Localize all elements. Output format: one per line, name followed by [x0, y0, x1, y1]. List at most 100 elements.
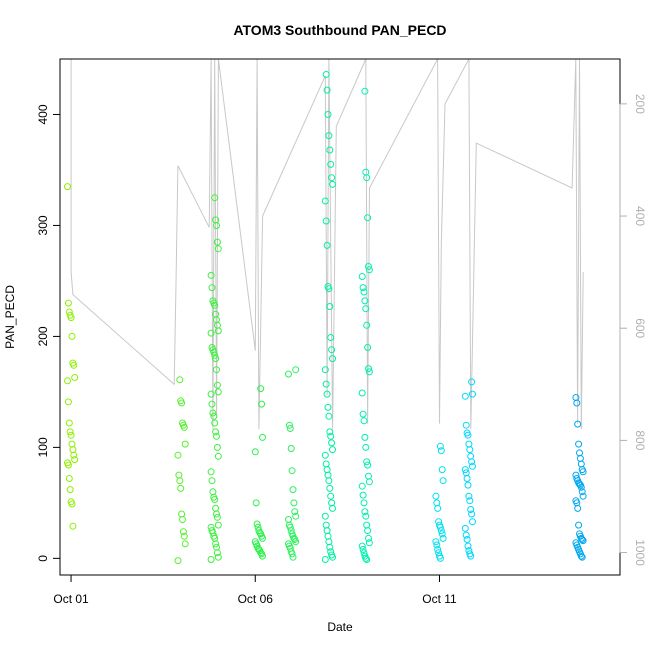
data-point — [288, 467, 296, 475]
data-point — [363, 458, 371, 466]
data-point — [358, 273, 366, 280]
data-point — [326, 303, 334, 310]
data-point — [213, 510, 220, 518]
data-point — [181, 440, 189, 448]
y-right-tick-label: 800 — [633, 430, 647, 450]
data-point — [433, 499, 441, 507]
data-point — [286, 425, 294, 432]
data-point — [462, 531, 470, 539]
data-point — [577, 460, 585, 468]
data-point — [438, 530, 446, 538]
data-point — [213, 238, 221, 246]
data-point — [436, 442, 444, 450]
data-point — [439, 477, 447, 485]
data-point — [259, 552, 266, 560]
data-point — [365, 472, 372, 480]
data-point — [325, 477, 333, 485]
data-point — [211, 301, 219, 309]
data-point — [577, 552, 585, 560]
data-point — [468, 378, 476, 386]
data-point — [210, 348, 218, 356]
data-point — [578, 488, 586, 496]
data-point — [211, 194, 219, 202]
data-point — [365, 263, 372, 270]
data-point — [463, 475, 471, 482]
data-point — [214, 553, 222, 561]
data-point — [321, 451, 329, 459]
data-point — [358, 482, 366, 490]
data-point — [361, 433, 369, 441]
data-point — [288, 550, 296, 558]
data-point — [365, 478, 373, 486]
chart-title: ATOM3 Southbound PAN_PECD — [233, 22, 446, 38]
data-point — [180, 532, 188, 540]
data-point — [65, 475, 73, 482]
data-point — [329, 355, 336, 363]
data-point — [180, 423, 188, 431]
data-point — [322, 380, 330, 388]
data-point — [365, 365, 372, 373]
data-point — [176, 376, 184, 384]
data-point — [257, 385, 265, 393]
data-point — [327, 432, 335, 440]
data-point — [285, 421, 293, 429]
data-point — [326, 484, 334, 492]
data-point — [177, 484, 185, 492]
data-point — [211, 351, 219, 359]
y-right-tick-label: 600 — [633, 318, 647, 338]
x-tick-label: Oct 11 — [422, 592, 457, 606]
data-point — [364, 461, 372, 469]
data-point — [467, 552, 475, 560]
data-point — [210, 412, 218, 420]
data-point — [327, 334, 335, 341]
data-point — [577, 483, 585, 491]
data-point — [326, 428, 334, 436]
altitude-trace-line — [70, 59, 584, 430]
data-point — [212, 504, 220, 512]
x-tick-label: Oct 01 — [53, 592, 89, 606]
data-point — [323, 527, 331, 535]
data-point — [65, 419, 73, 427]
data-point — [212, 428, 220, 436]
data-point — [321, 197, 329, 205]
data-point — [437, 447, 445, 455]
data-point — [359, 410, 367, 418]
data-point — [325, 132, 333, 140]
data-point — [579, 537, 587, 545]
data-point — [574, 420, 582, 428]
data-point — [466, 497, 474, 505]
data-point — [207, 271, 215, 279]
data-point — [67, 431, 75, 439]
x-axis: Oct 01 Oct 06 Oct 11 — [53, 574, 457, 606]
data-point — [286, 523, 294, 531]
data-point — [364, 527, 372, 535]
data-point — [361, 508, 369, 516]
data-point — [327, 492, 335, 500]
data-point — [362, 512, 370, 520]
data-point — [464, 431, 472, 439]
data-point — [469, 518, 476, 526]
data-point — [292, 538, 300, 546]
data-point — [322, 217, 330, 225]
data-point — [324, 111, 332, 118]
data-point — [259, 433, 266, 441]
data-point — [291, 508, 299, 516]
data-point — [208, 400, 216, 408]
data-point — [71, 374, 79, 381]
data-point — [325, 538, 333, 546]
data-point — [321, 366, 329, 374]
data-point — [364, 344, 372, 351]
data-point — [465, 492, 473, 500]
data-point — [464, 542, 472, 550]
data-point — [432, 538, 440, 546]
data-point — [213, 432, 220, 440]
data-point — [363, 321, 371, 329]
data-point — [66, 428, 74, 436]
data-point — [361, 87, 369, 95]
altitude-trace-layer — [70, 59, 584, 430]
y-right-tick-label: 200 — [633, 94, 647, 114]
data-point — [364, 214, 372, 222]
data-point — [577, 534, 585, 542]
data-point — [328, 174, 336, 182]
data-point — [325, 412, 333, 420]
